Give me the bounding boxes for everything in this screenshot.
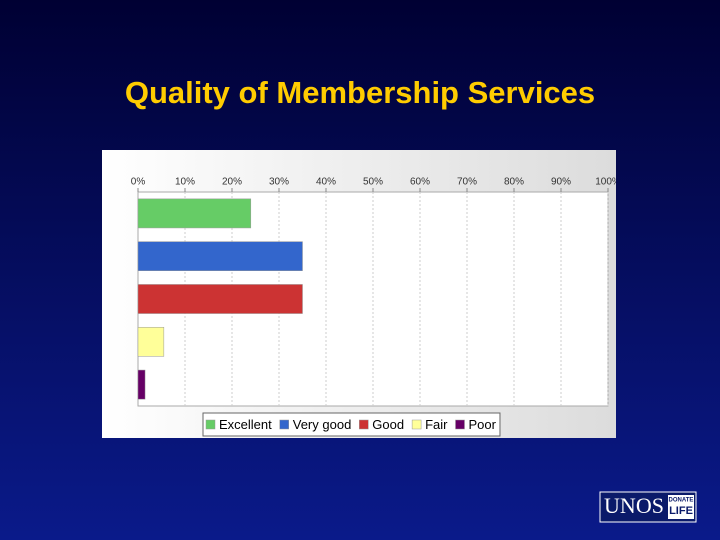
x-tick-label: 10% bbox=[175, 177, 195, 188]
logo: UNOS DONATE LIFE bbox=[599, 491, 697, 523]
x-tick-label: 60% bbox=[410, 177, 430, 188]
legend-swatch bbox=[205, 419, 216, 430]
legend-box bbox=[202, 412, 501, 437]
logo-badge-bottom: LIFE bbox=[669, 505, 693, 517]
bar bbox=[137, 241, 303, 272]
legend: Excellent Very good Good Fair Poor bbox=[202, 412, 501, 437]
logo-badge bbox=[668, 495, 694, 519]
bar bbox=[137, 369, 146, 400]
logo-badge-top: DONATE bbox=[669, 498, 694, 504]
bar bbox=[137, 326, 165, 357]
x-tick-label: 90% bbox=[551, 177, 571, 188]
legend-swatch bbox=[411, 419, 422, 430]
chart: 0% 10% 20% 30% 40% 50% 60% 70% 80% 90% 100% Excelle… bbox=[102, 150, 621, 438]
x-tick-label: 70% bbox=[457, 177, 477, 188]
slide-title: Quality of Membership Services bbox=[125, 75, 595, 110]
legend-label: Fair bbox=[425, 417, 448, 432]
x-tick-label: 50% bbox=[363, 177, 383, 188]
x-tick-label: 80% bbox=[504, 177, 524, 188]
legend-swatch bbox=[455, 419, 465, 430]
legend-swatch bbox=[279, 419, 289, 430]
x-tick-label: 20% bbox=[222, 177, 242, 188]
logo-text: UNOS bbox=[604, 493, 664, 518]
x-tick-label: 100% bbox=[595, 177, 621, 188]
legend-label: Excellent bbox=[219, 417, 272, 432]
x-tick-label: 0% bbox=[131, 177, 146, 188]
legend-label: Good bbox=[372, 417, 404, 432]
bar bbox=[137, 198, 252, 229]
x-tick-label: 40% bbox=[316, 177, 336, 188]
bar bbox=[137, 284, 303, 314]
legend-label: Poor bbox=[469, 417, 497, 432]
x-tick-label: 30% bbox=[269, 177, 289, 188]
legend-swatch bbox=[359, 419, 369, 430]
legend-label: Very good bbox=[293, 417, 352, 432]
